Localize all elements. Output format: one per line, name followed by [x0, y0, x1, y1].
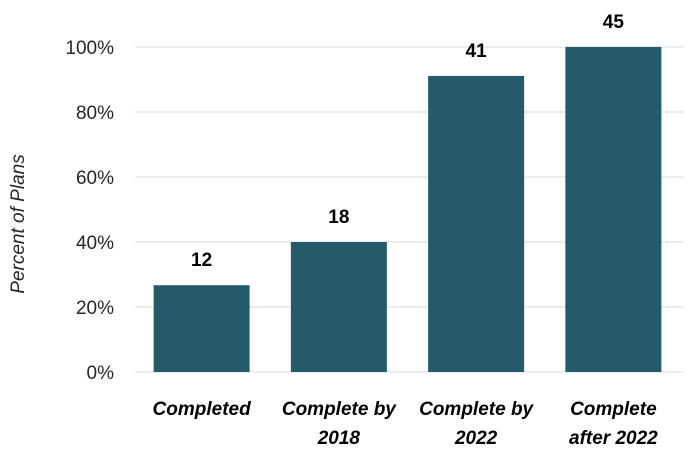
x-category-label: 2022 [454, 428, 498, 449]
data-label: 12 [191, 250, 212, 271]
x-axis-categories: Completed Complete by 2018 Complete by 2022 C… [153, 399, 659, 449]
bar [290, 242, 387, 372]
y-tick-label: 60% [76, 168, 114, 189]
y-tick-label: 20% [76, 298, 114, 319]
bar [428, 75, 525, 373]
bar [565, 47, 662, 372]
y-axis-ticks: 0% 20% 40% 60% 80% 100% [65, 38, 114, 384]
x-category-label: Completed [153, 399, 252, 420]
data-label: 41 [466, 41, 488, 62]
y-tick-label: 40% [76, 233, 114, 254]
x-category-label: 2018 [317, 428, 361, 449]
data-labels: 12 18 41 45 [191, 12, 624, 271]
y-tick-label: 0% [87, 363, 115, 384]
y-tick-label: 80% [76, 103, 114, 124]
x-category-label: Complete [570, 399, 657, 420]
data-label: 18 [328, 207, 349, 228]
bar [153, 285, 250, 372]
x-category-label: after 2022 [569, 428, 658, 449]
y-axis-title: Percent of Plans [8, 154, 29, 294]
y-tick-label: 100% [65, 38, 114, 59]
bars [153, 47, 662, 373]
x-category-label: Complete by [282, 399, 397, 420]
x-category-label: Complete by [419, 399, 534, 420]
data-label: 45 [603, 12, 625, 33]
